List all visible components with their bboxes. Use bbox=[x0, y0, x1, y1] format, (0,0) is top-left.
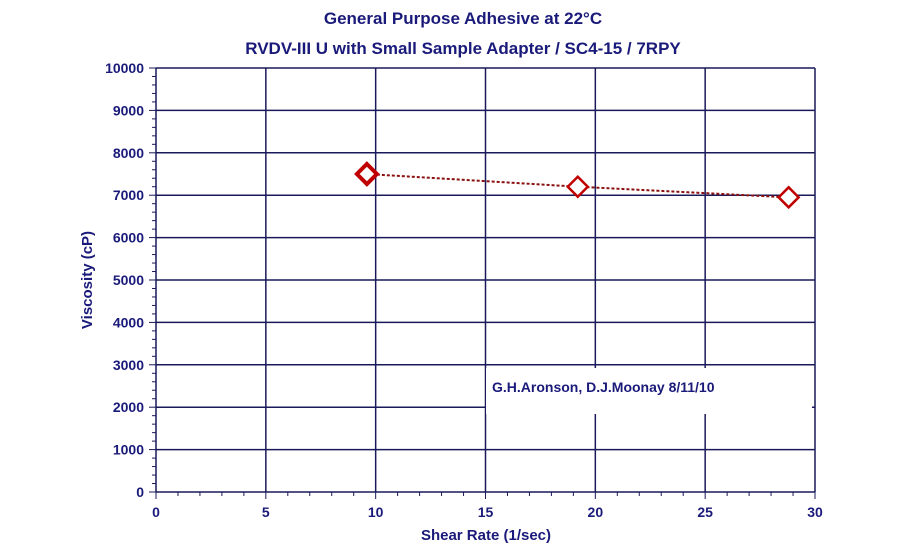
y-tick-label: 9000 bbox=[113, 102, 144, 118]
data-point-diamond bbox=[354, 161, 380, 187]
x-tick-label: 0 bbox=[152, 504, 160, 520]
x-tick-label: 30 bbox=[807, 504, 823, 520]
grid bbox=[155, 67, 816, 493]
y-tick-label: 6000 bbox=[113, 230, 144, 246]
y-tick-label: 7000 bbox=[113, 187, 144, 203]
annotation-text: G.H.Aronson, D.J.Moonay 8/11/10 bbox=[492, 379, 715, 395]
y-tick-label: 3000 bbox=[113, 357, 144, 373]
x-tick-label: 10 bbox=[368, 504, 384, 520]
y-tick-label: 10000 bbox=[105, 60, 144, 76]
y-tick-label: 8000 bbox=[113, 145, 144, 161]
series-viscosity bbox=[354, 161, 801, 210]
y-tick-label: 1000 bbox=[113, 442, 144, 458]
data-point-diamond bbox=[776, 185, 801, 210]
x-tick-label: 5 bbox=[262, 504, 270, 520]
chart-title: General Purpose Adhesive at 22°C bbox=[324, 9, 602, 28]
x-tick-label: 15 bbox=[478, 504, 494, 520]
y-tick-label: 5000 bbox=[113, 272, 144, 288]
y-tick-label: 4000 bbox=[113, 314, 144, 330]
y-tick-label: 0 bbox=[136, 484, 144, 500]
x-axis-label: Shear Rate (1/sec) bbox=[421, 527, 551, 544]
x-tick-label: 25 bbox=[697, 504, 713, 520]
y-axis-label: Viscosity (cP) bbox=[79, 231, 96, 329]
data-point-diamond bbox=[565, 174, 590, 199]
x-tick-label: 20 bbox=[588, 504, 604, 520]
y-tick-label: 2000 bbox=[113, 399, 144, 415]
axis-ticks: 0 5 10 15 20 25 30 0 1000 2000 3000 4000 5000 6000 700… bbox=[105, 60, 823, 520]
chart-subtitle: RVDV-III U with Small Sample Adapter / S… bbox=[245, 39, 681, 58]
annotation-box bbox=[486, 368, 812, 414]
